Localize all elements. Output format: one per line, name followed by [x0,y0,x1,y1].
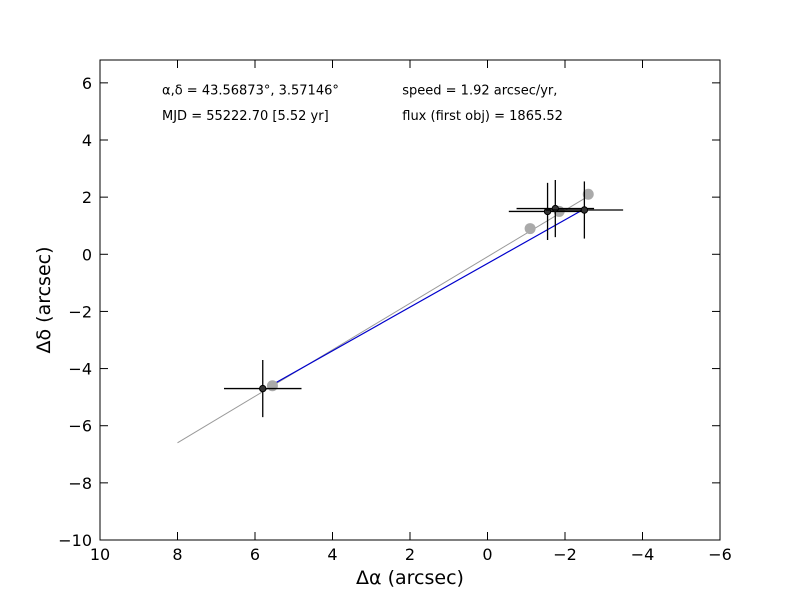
predicted-point [582,188,594,200]
x-axis-ticks: 10 8 6 4 2 0 −2 −4 −6 [90,60,732,564]
x-tick-label: −2 [553,545,577,564]
annotation-text: flux (first obj) = 1865.52 [402,109,563,124]
predicted-point [524,223,536,235]
x-tick-label: −4 [631,545,655,564]
annotation-text: MJD = 55222.70 [5.52 yr] [162,109,329,124]
y-tick-label: −2 [68,302,92,321]
measured-point [580,206,589,214]
y-tick-label: 6 [82,74,92,93]
measured-point [259,384,267,393]
y-axis-label: Δδ (arcsec) [33,246,55,353]
x-tick-label: 0 [482,545,492,564]
y-tick-label: 2 [82,188,92,207]
x-tick-label: 10 [90,545,110,564]
data-marks [177,180,624,444]
y-tick-label: 0 [82,245,92,264]
y-tick-label: −10 [58,531,92,550]
x-tick-label: 8 [172,545,182,564]
fit-line [177,198,585,444]
x-tick-label: 4 [327,545,337,564]
measured-point [551,204,560,213]
annotation-text: α,δ = 43.56873°, 3.57146° [162,83,339,98]
x-tick-label: 6 [250,545,260,564]
annotations: α,δ = 43.56873°, 3.57146° MJD = 55222.70 … [162,83,563,124]
y-axis-ticks: −10 −8 −6 −4 −2 0 2 4 6 [58,74,720,550]
x-tick-label: 2 [405,545,415,564]
y-tick-label: −6 [68,417,92,436]
y-tick-label: 4 [82,131,92,150]
x-tick-label: −6 [708,545,732,564]
predicted-point [266,380,278,392]
x-axis-label: Δα (arcsec) [356,567,464,589]
annotation-text: speed = 1.92 arcsec/yr, [402,83,557,98]
y-tick-label: −8 [68,474,92,493]
motion-line [270,209,583,387]
y-tick-label: −4 [68,360,92,379]
